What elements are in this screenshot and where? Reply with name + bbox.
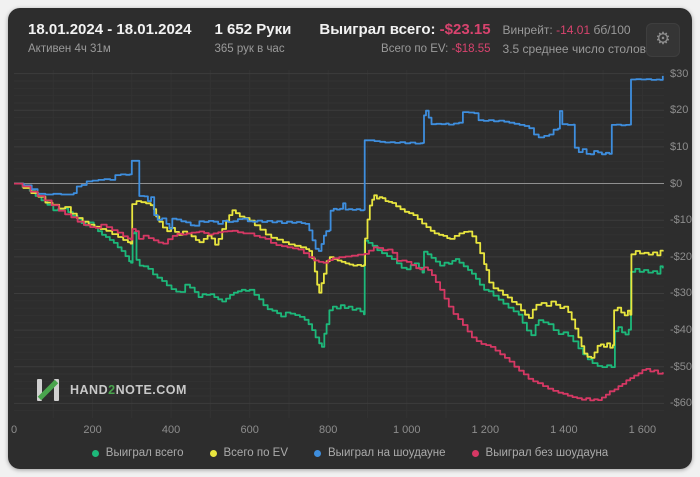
series-line [14, 182, 664, 368]
y-tick-label: $20 [670, 104, 689, 117]
hands-block: 1 652 Руки 365 рук в час [215, 21, 320, 55]
y-tick-label: $10 [670, 140, 689, 153]
x-tick-label: 800 [319, 424, 338, 436]
y-tick-label: $0 [670, 177, 683, 190]
x-tick-label: 1 000 [392, 424, 421, 436]
gear-icon: ⚙ [655, 29, 671, 48]
watermark-text: HAND2NOTE.COM [70, 383, 187, 397]
ev-total-line: Всего по EV: -$18.55 [319, 43, 491, 55]
legend: Выиграл всего Всего по EV Выиграл на шоуда… [8, 447, 692, 459]
hand2note-watermark: HAND2NOTE.COM [34, 376, 187, 404]
watermark-accent: 2 [108, 383, 116, 397]
winrate-block: Винрейт: -14.01 бб/100 3.5 среднее число… [503, 21, 646, 56]
hands-per-hour: 365 рук в час [214, 43, 285, 55]
x-tick-label: 1 400 [550, 424, 578, 436]
x-tick-label: 400 [161, 424, 181, 436]
y-tick-label: -$60 [670, 397, 693, 410]
legend-item[interactable]: Всего по EV [209, 447, 289, 459]
legend-dot-icon [91, 449, 99, 457]
x-tick-label: 200 [83, 424, 102, 436]
x-tick-label: 600 [240, 424, 259, 436]
legend-label: Выиграл без шоудауна [485, 447, 609, 459]
ev-total-label: Всего по EV: [381, 43, 449, 55]
x-axis-labels: 0 200 400 600 800 1 000 1 200 1 400 1 600 [10, 424, 664, 438]
avg-tables: 3.5 среднее число столов [502, 42, 646, 56]
y-tick-label: -$20 [670, 250, 693, 263]
winrate-units: бб/100 [593, 23, 631, 37]
legend-dot-icon [314, 449, 322, 457]
date-range: 18.01.2024 - 18.01.2024 [28, 21, 192, 38]
winrate-line: Винрейт: -14.01 бб/100 [503, 23, 646, 37]
winrate-value: -14.01 [556, 23, 591, 37]
series-line [14, 182, 664, 402]
winrate-label: Винрейт: [502, 23, 553, 37]
won-total-value: -$23.15 [439, 21, 491, 38]
legend-dot-icon [209, 449, 217, 457]
legend-label: Выиграл всего [105, 447, 184, 459]
header: 18.01.2024 - 18.01.2024 Активен 4ч 31м 1… [8, 8, 692, 57]
ev-total-value: -$18.55 [451, 43, 491, 55]
legend-item[interactable]: Выиграл всего [91, 447, 184, 459]
legend-label: Всего по EV [223, 447, 289, 459]
y-tick-label: -$10 [670, 214, 693, 227]
legend-dot-icon [471, 449, 479, 457]
won-total-line: Выиграл всего: -$23.15 [319, 21, 490, 38]
y-tick-label: -$30 [670, 287, 693, 300]
settings-button[interactable]: ⚙ [646, 23, 680, 57]
y-tick-label: -$40 [670, 324, 693, 337]
chart-plot-area[interactable] [14, 70, 664, 418]
y-tick-label: -$50 [670, 360, 693, 373]
series-line [14, 182, 664, 359]
hands-count: 1 652 Руки [214, 21, 292, 38]
x-tick-label: 1 600 [628, 424, 657, 436]
x-tick-label: 0 [10, 424, 18, 436]
y-tick-label: $30 [670, 67, 689, 80]
legend-item[interactable]: Выиграл без шоудауна [471, 447, 609, 459]
active-time: Активен 4ч 31м [28, 43, 111, 55]
legend-label: Выиграл на шоудауне [328, 447, 446, 459]
winnings-block: Выиграл всего: -$23.15 Всего по EV: -$18… [319, 21, 490, 55]
hand2note-logo-icon [37, 379, 59, 401]
won-total-label: Выиграл всего: [319, 21, 436, 38]
legend-item[interactable]: Выиграл на шоудауне [314, 447, 446, 459]
x-tick-label: 1 200 [471, 424, 500, 436]
series-line [14, 75, 664, 252]
y-axis-labels: $30 $20 $10 $0 -$10 -$20 -$30 -$40 -$50 -$60 [668, 67, 694, 418]
chart-canvas [14, 70, 664, 418]
session-graph-card: 18.01.2024 - 18.01.2024 Активен 4ч 31м 1… [8, 8, 692, 469]
date-block: 18.01.2024 - 18.01.2024 Активен 4ч 31м [28, 21, 215, 55]
